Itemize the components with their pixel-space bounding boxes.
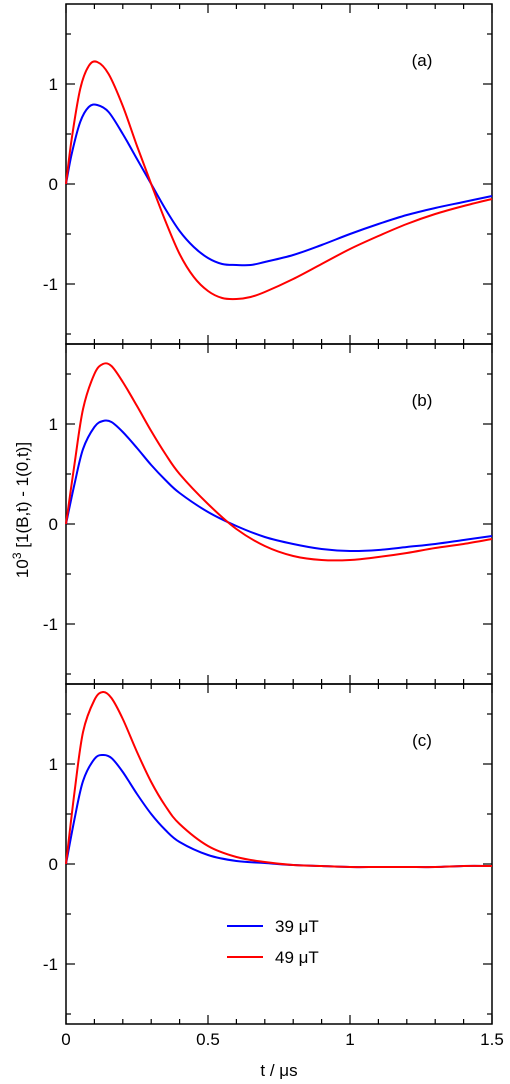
series-line-39uT [65,103,493,267]
series-line-39uT [65,753,493,869]
legend: 39 μT 49 μT [227,917,319,967]
y-axis-label-prefix: 10 [13,559,32,578]
y-tick-label: 0 [49,855,58,874]
y-tick-label: -1 [43,615,58,634]
y-axis-label-exponent: 3 [10,552,24,559]
legend-label-39: 39 μT [275,917,319,936]
legend-label-49: 49 μT [275,948,319,967]
y-tick-label: -1 [43,275,58,294]
x-tick-label: 1.5 [480,1030,504,1049]
panel-label: (b) [412,391,433,410]
x-tick-label: 1 [345,1030,354,1049]
y-axis-label-body: [1(B,t) - 1(0,t)] [13,442,32,553]
series-line-49uT [65,362,493,562]
series-line-49uT [65,60,493,301]
series-line-39uT [65,419,493,553]
y-tick-label: 1 [49,415,58,434]
series-line-49uT [65,690,493,869]
plot-frame [65,683,493,1025]
panel-c: -1 0 1 0 0.5 1 1.5 (c) [43,683,504,1049]
y-tick-label: -1 [43,955,58,974]
x-tick-label: 0.5 [196,1030,220,1049]
y-tick-label: 0 [49,515,58,534]
x-axis-label: t / μs [260,1061,297,1080]
panel-label: (c) [412,731,432,750]
panel-b: -1 0 1 (b) [43,343,493,685]
y-axis-label: 103 [1(B,t) - 1(0,t)] [10,442,32,578]
y-tick-label: 1 [49,75,58,94]
panel-label: (a) [412,51,433,70]
y-tick-label: 0 [49,175,58,194]
y-tick-label: 1 [49,755,58,774]
panels: -1 0 1 (a) -1 0 1 (b) -1 0 1 0 0.5 1 1.5 (c) [43,3,504,1049]
panel-a: -1 0 1 (a) [43,3,493,345]
x-tick-label: 0 [61,1030,70,1049]
